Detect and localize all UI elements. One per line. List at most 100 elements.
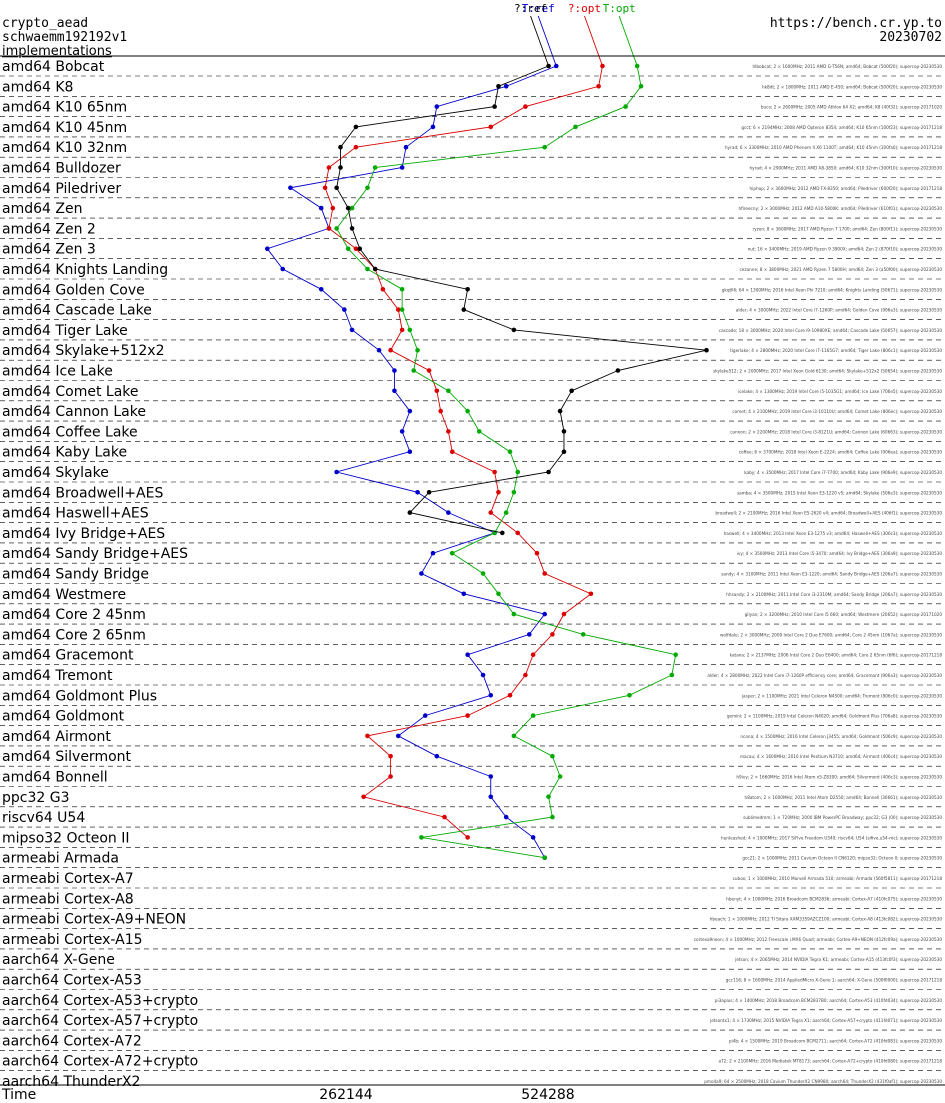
data-point: [365, 185, 370, 191]
data-point: [372, 266, 378, 272]
row-label: armeabi Cortex-A9+NEON: [2, 912, 186, 928]
row-label: amd64 Bobcat: [2, 59, 105, 75]
data-point: [461, 307, 467, 312]
data-point: [395, 307, 401, 312]
data-point: [600, 63, 605, 69]
machine-note: ncona; 4 × 1500MHz; 2016 Intel Celeron J…: [740, 734, 942, 739]
data-point: [511, 733, 517, 739]
data-point: [492, 469, 497, 475]
data-point: [434, 388, 440, 394]
legend-leader: [530, 15, 549, 67]
data-point: [426, 490, 432, 495]
row-label: amd64 Skylake: [2, 465, 109, 481]
data-point: [407, 327, 413, 333]
data-point: [422, 713, 428, 718]
data-point: [434, 104, 440, 109]
machine-note: tigerlake; 4 × 2800MHz; 2020 Intel Core …: [730, 348, 942, 353]
data-point: [503, 510, 509, 515]
row-label: amd64 Zen 3: [2, 242, 96, 258]
machine-note: wolfdale; 2 × 3000MHz; 2009 Intel Core 2…: [720, 632, 942, 637]
data-point: [442, 814, 447, 820]
data-point: [438, 408, 443, 414]
data-point: [388, 774, 393, 779]
data-point: [407, 449, 413, 455]
data-point: [704, 347, 709, 353]
data-point: [380, 287, 386, 292]
row-label: amd64 Core 2 45nm: [2, 607, 146, 623]
machine-note: macau; 4 × 1600MHz; 2016 Intel Pentium N…: [740, 754, 942, 759]
data-point: [349, 226, 355, 231]
row-label: aarch64 Cortex-A53+crypto: [2, 993, 198, 1009]
data-point: [407, 408, 413, 414]
machine-note: gcc116; 8 × 1600MHz; 2014 AppliedMicro X…: [726, 978, 943, 983]
data-point: [503, 814, 509, 820]
data-point: [365, 733, 370, 739]
data-point: [395, 733, 401, 739]
machine-note: gilyan; 2 × 3200MHz; 2010 Intel Core i5 …: [745, 612, 943, 617]
machine-note: jetson; 4 × 2065MHz; 2014 NVIDIA Tegra K…: [734, 957, 942, 962]
data-point: [399, 327, 405, 333]
data-point: [338, 144, 343, 150]
legend-entry: ?:opt: [568, 2, 601, 15]
machine-note: buco; 2 × 2600MHz; 2005 AMD Athlon 64 X2…: [761, 105, 943, 110]
data-point: [507, 449, 513, 455]
machine-note: ryzen; 8 × 3600MHz; 2017 AMD Ryzen 7 170…: [752, 226, 942, 231]
row-label: aarch64 Cortex-A57+crypto: [2, 1013, 198, 1029]
data-point: [546, 63, 551, 69]
row-label: amd64 K10 45nm: [2, 120, 127, 136]
data-point: [530, 652, 536, 657]
legend-entry: T:ref: [522, 2, 555, 15]
machine-note: jasper; 2 × 1100MHz; 2021 Intel Celeron …: [741, 693, 942, 698]
data-point: [488, 794, 494, 800]
data-point: [419, 571, 424, 576]
data-point: [407, 510, 413, 515]
row-label: amd64 K10 65nm: [2, 100, 127, 116]
data-point: [372, 165, 378, 170]
data-point: [515, 469, 521, 475]
machine-note: cortexa9neon; 4 × 1000MHz; 2012 Freescal…: [694, 937, 943, 942]
data-point: [561, 611, 567, 617]
data-point: [488, 124, 494, 130]
machine-note: hbeach; 1 × 1000MHz; 2012 TI Sitara XAM3…: [710, 917, 943, 922]
machine-note: sublimedmm; 1 × 720MHz; 2000 IBM PowerPC…: [743, 815, 942, 820]
machine-note: gcc21; 2 × 1000MHz; 2011 Cavium Octeon I…: [742, 856, 942, 861]
row-label: amd64 Ice Lake: [2, 364, 113, 380]
data-point: [345, 246, 351, 251]
machine-note: a72; 2 × 2100MHz; 2016 Mediatek MT8173; …: [718, 1059, 942, 1064]
data-point: [280, 266, 286, 272]
data-point: [530, 835, 536, 840]
data-point: [415, 490, 420, 495]
machine-note: sandy; 4 × 3100MHz; 2011 Intel Xeon E3-1…: [721, 572, 942, 577]
data-point: [561, 429, 567, 434]
header: crypto_aead schwaemm192192v1 implementat…: [2, 16, 942, 59]
data-point: [399, 307, 405, 312]
x-tick-label: 262144: [319, 1087, 373, 1103]
data-point: [557, 774, 563, 779]
row-label: amd64 Haswell+AES: [2, 506, 149, 522]
data-point: [338, 165, 343, 170]
data-point: [476, 429, 482, 434]
data-point: [526, 632, 532, 637]
machine-note: gkqtll6; 64 × 1300MHz; 2016 Intel Xeon P…: [722, 287, 943, 292]
row-label: amd64 Core 2 65nm: [2, 627, 146, 643]
data-point: [334, 469, 339, 475]
data-point: [349, 205, 355, 211]
row-label: aarch64 X-Gene: [2, 952, 115, 968]
data-point: [488, 510, 494, 515]
data-point: [542, 144, 547, 150]
data-point: [480, 571, 486, 576]
data-point: [365, 266, 370, 272]
row-label: amd64 Broadwell+AES: [2, 485, 163, 501]
machine-note: broadwell; 2 × 2100MHz; 2016 Intel Xeon …: [715, 511, 942, 516]
version-date: 20230702: [879, 30, 942, 45]
machine-note: nut; 16 × 3400MHz; 2019 AMD Ryzen 9 3900…: [748, 247, 943, 252]
x-tick-group: 262144 524288: [319, 1087, 574, 1103]
data-point: [615, 368, 621, 373]
data-point: [573, 124, 578, 130]
machine-note: hyrad; 6 × 3300MHz; 2010 AMD Phenom II X…: [725, 145, 942, 150]
data-point: [426, 368, 432, 373]
row-label: amd64 Sandy Bridge+AES: [2, 546, 188, 562]
data-point: [446, 429, 451, 434]
series-group: [264, 63, 709, 860]
data-point: [403, 144, 409, 150]
